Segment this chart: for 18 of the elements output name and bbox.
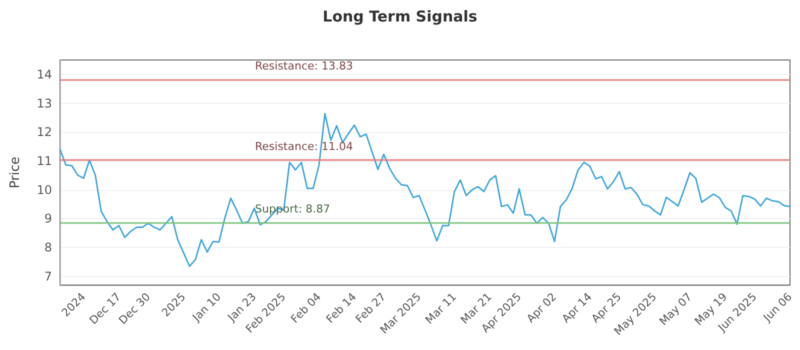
x-tick-label: Feb 04 [288,290,324,326]
y-tick-label: 7 [44,269,52,284]
y-tick-label: 8 [44,240,52,254]
y-tick-label: 10 [36,182,52,197]
x-tick-label: Jun 06 [760,290,795,325]
y-tick-label: 12 [36,125,52,140]
y-tick-label: 13 [36,96,52,110]
y-tick-label: 9 [44,212,52,226]
x-tick-label: Mar 11 [422,290,460,327]
y-tick-label: 11 [36,154,52,168]
y-axis-title: Price [8,156,23,188]
line-series [59,112,791,267]
x-tick-label: Apr 02 [524,290,560,326]
ref-line-label: Resistance: 13.83 [255,59,353,72]
y-tick-label: 14 [36,67,52,82]
ref-line-label: Resistance: 11.04 [255,140,353,153]
x-tick-label: Jan 10 [189,290,224,325]
chart-title: Long Term Signals [322,8,478,26]
